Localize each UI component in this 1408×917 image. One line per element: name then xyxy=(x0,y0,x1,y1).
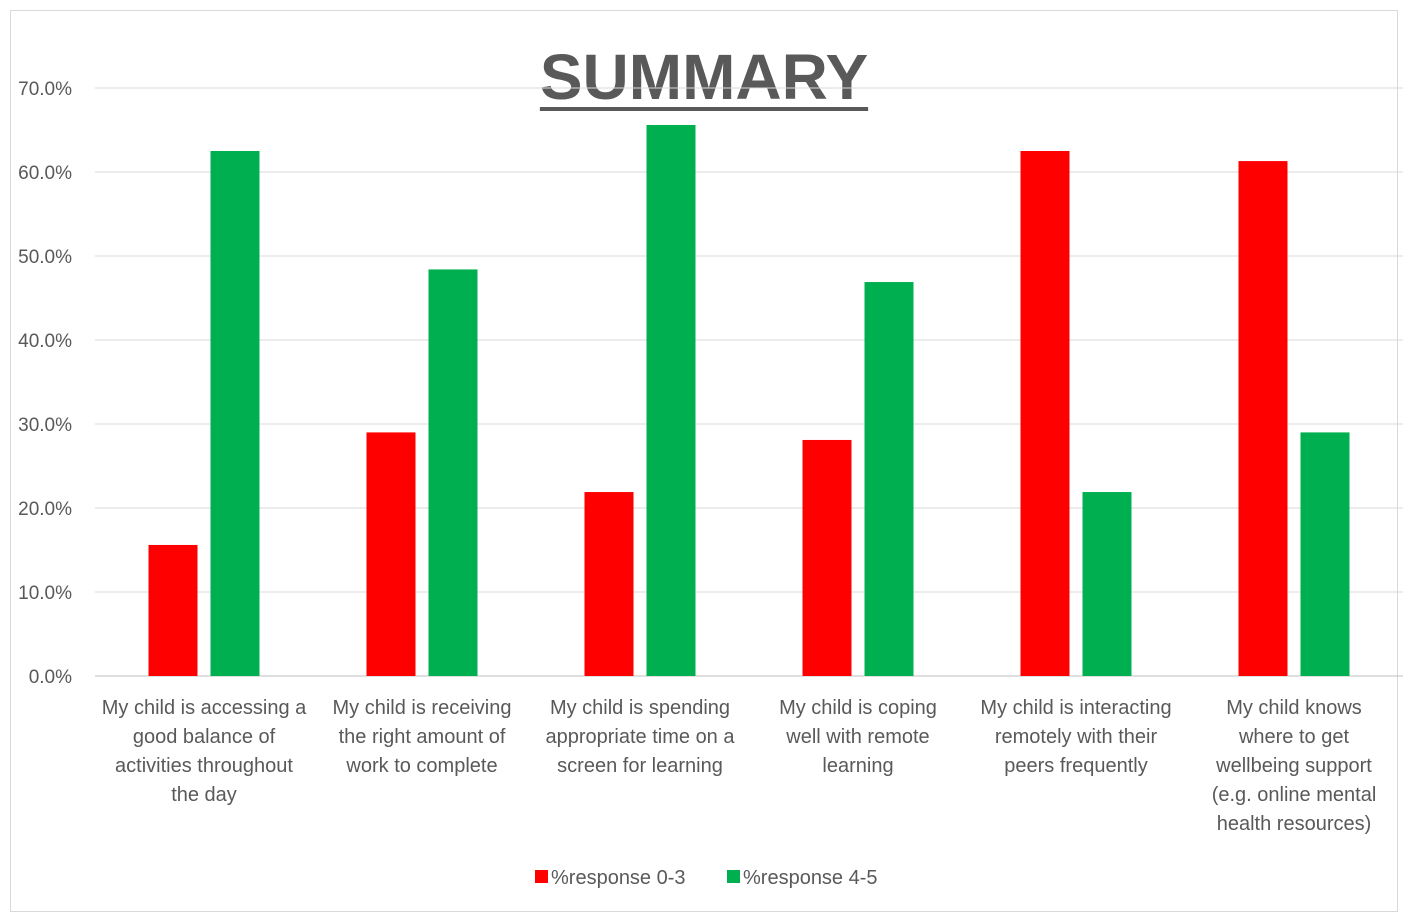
bar-series1 xyxy=(1238,161,1288,676)
x-category-label-line: good balance of xyxy=(133,726,276,748)
x-category-label: My child knows where to get wellbeing supp… xyxy=(1212,697,1377,835)
x-category-label-line: My child is coping xyxy=(779,697,937,719)
x-category-label: My child is coping well with remote learni… xyxy=(779,697,937,777)
bar-series2 xyxy=(428,269,478,676)
x-category-label-line: screen for learning xyxy=(557,755,723,777)
legend-swatch xyxy=(727,870,740,883)
x-category-label-line: My child is accessing a xyxy=(102,697,307,719)
y-tick-label: 60.0% xyxy=(18,163,72,184)
x-category-label-line: My child is receiving xyxy=(333,697,512,719)
x-category-label-line: My child knows xyxy=(1226,697,1362,719)
bar-series2 xyxy=(1300,432,1350,676)
x-category-label-line: the day xyxy=(171,784,237,806)
y-tick-label: 20.0% xyxy=(18,499,72,520)
x-category-label-line: peers frequently xyxy=(1004,755,1147,777)
x-category-label-line: learning xyxy=(822,755,893,777)
x-category-label: My child is spending appropriate time on … xyxy=(545,697,735,777)
x-category-label-line: (e.g. online mental xyxy=(1212,784,1377,806)
legend-label: %response 0-3 xyxy=(551,867,686,889)
x-category-label-line: the right amount of xyxy=(339,726,506,748)
bar-series2 xyxy=(1082,492,1132,676)
y-tick-label: 70.0% xyxy=(18,79,72,100)
x-category-label-line: work to complete xyxy=(345,755,497,777)
x-category-label-line: My child is spending xyxy=(550,697,730,719)
y-tick-label: 0.0% xyxy=(29,667,72,688)
bar-series1 xyxy=(584,492,634,676)
bar-series2 xyxy=(210,151,260,676)
bar-series1 xyxy=(148,544,198,676)
x-category-label: My child is interacting remotely with the… xyxy=(980,697,1171,777)
y-tick-label: 40.0% xyxy=(18,331,72,352)
y-tick-label: 30.0% xyxy=(18,415,72,436)
chart-title: SUMMARY xyxy=(539,41,869,113)
x-category-label-line: remotely with their xyxy=(995,726,1158,748)
bar-series2 xyxy=(646,124,696,676)
legend-swatch xyxy=(535,870,548,883)
bar-series2 xyxy=(864,282,914,676)
bar-series1 xyxy=(802,439,852,676)
x-category-label-line: wellbeing support xyxy=(1215,755,1372,777)
bar-series1 xyxy=(366,432,416,676)
x-category-label-line: My child is interacting xyxy=(980,697,1171,719)
x-category-label: My child is receiving the right amount of… xyxy=(333,697,512,777)
x-category-label-line: appropriate time on a xyxy=(545,726,735,748)
y-tick-label: 50.0% xyxy=(18,247,72,268)
x-category-label: My child is accessing a good balance of ac… xyxy=(102,697,307,806)
x-category-label-line: activities throughout xyxy=(115,755,293,777)
x-category-label-line: well with remote xyxy=(785,726,929,748)
bar-series1 xyxy=(1020,151,1070,676)
y-tick-label: 10.0% xyxy=(18,583,72,604)
x-category-label-line: where to get xyxy=(1238,726,1350,748)
x-category-label-line: health resources) xyxy=(1217,813,1372,835)
legend-label: %response 4-5 xyxy=(743,867,878,889)
